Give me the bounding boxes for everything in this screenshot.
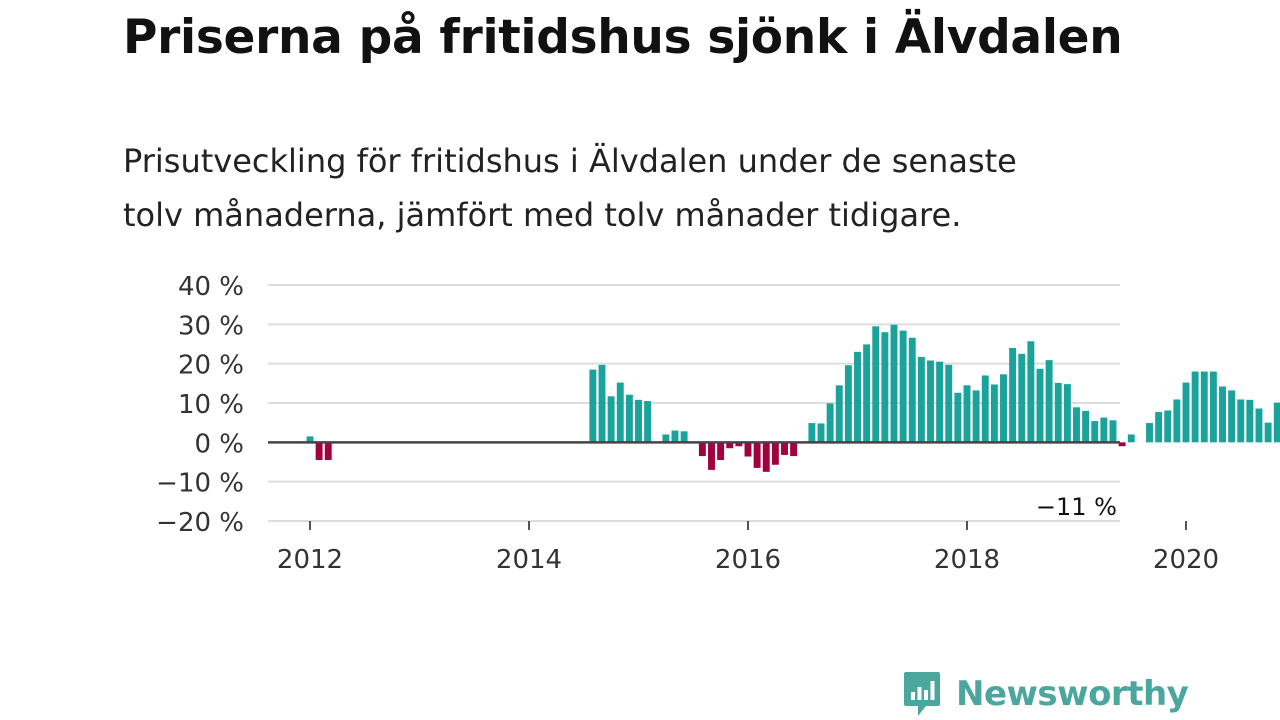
y-tick-label: −20 %: [156, 508, 244, 538]
bar: [306, 436, 314, 443]
bar: [808, 423, 816, 443]
x-tick-label: 2012: [277, 545, 343, 575]
bar: [1063, 384, 1071, 443]
bar: [1100, 417, 1108, 443]
y-tick-label: 40 %: [178, 272, 244, 302]
bar: [589, 369, 597, 443]
bar: [1164, 410, 1172, 443]
newsworthy-logo-icon: [904, 672, 940, 716]
bar: [1091, 421, 1099, 443]
bar: [1273, 402, 1280, 443]
bar: [1182, 382, 1190, 443]
grid-layer: [268, 284, 1120, 522]
bar: [908, 337, 916, 443]
y-tick-label: 30 %: [178, 311, 244, 341]
brand-logo: Newsworthy: [902, 670, 1189, 718]
bar: [835, 385, 843, 443]
bar: [744, 442, 752, 457]
bar: [771, 442, 779, 465]
bar: [781, 442, 788, 455]
bar: [954, 392, 962, 443]
y-tick-label: 20 %: [178, 351, 244, 381]
bar: [963, 385, 971, 443]
bar: [708, 442, 715, 470]
bar: [1173, 399, 1181, 443]
bar: [854, 351, 861, 443]
chart-title: Priserna på fritidshus sjönk i Älvdalen: [123, 10, 1123, 65]
bar: [945, 364, 953, 443]
bar: [1200, 371, 1208, 443]
chart-subtitle: Prisutveckling för fritidshus i Älvdalen…: [123, 134, 1163, 242]
bar: [817, 423, 825, 443]
bar: [1054, 382, 1062, 443]
bar: [680, 431, 688, 443]
bar: [1228, 390, 1236, 443]
bar: [671, 430, 679, 443]
y-tick-label: −10 %: [156, 469, 244, 499]
x-tick-label: 2014: [496, 545, 562, 575]
bar: [735, 442, 743, 447]
bar: [1082, 410, 1090, 443]
bar: [899, 330, 907, 443]
bar: [1255, 408, 1263, 443]
bar: [1009, 347, 1017, 443]
bar: [1191, 371, 1199, 443]
bar: [1155, 412, 1163, 443]
bar: [1045, 360, 1053, 443]
bar: [607, 396, 615, 443]
bar: [1146, 423, 1153, 443]
bar: [1264, 422, 1272, 443]
bar: [826, 403, 834, 443]
bar: [1000, 374, 1007, 443]
axis-layer: −20 % −10 % 0 % 10 % 20 % 30 % 40 % 2012 2014 201…: [156, 272, 1219, 575]
bar: [324, 442, 332, 461]
bar: [616, 382, 624, 443]
x-tick-label: 2016: [715, 545, 781, 575]
bar: [981, 375, 989, 443]
bar: [1109, 420, 1117, 443]
bar: [1127, 434, 1135, 443]
bar: [1237, 399, 1245, 443]
bar: [698, 442, 706, 457]
bar: [644, 401, 652, 443]
last-value-annotation: −11 %: [1036, 493, 1117, 521]
x-tick-label: 2018: [934, 545, 1000, 575]
bar: [1027, 341, 1035, 443]
bar: [863, 344, 871, 443]
subtitle-line-2: tolv månaderna, jämfört med tolv månader…: [123, 196, 962, 234]
bar: [790, 442, 798, 457]
bar: [1018, 353, 1026, 443]
y-tick-label: 0 %: [194, 429, 244, 459]
bar: [872, 326, 880, 443]
bar-layer: [306, 324, 1280, 472]
bar: [881, 332, 889, 443]
bar: [717, 442, 725, 461]
bar: [662, 434, 670, 443]
bar: [936, 361, 944, 443]
bar: [1036, 368, 1044, 443]
bar: [927, 360, 934, 443]
bar: [753, 442, 761, 468]
bar: [635, 399, 642, 443]
bar: [1073, 407, 1080, 443]
bar: [625, 394, 633, 443]
subtitle-line-1: Prisutveckling för fritidshus i Älvdalen…: [123, 142, 1017, 180]
bar: [1118, 442, 1126, 447]
bar: [844, 365, 852, 443]
bar: [315, 442, 323, 461]
y-tick-label: 10 %: [178, 390, 244, 420]
bar: [990, 384, 998, 443]
x-tick-label: 2020: [1153, 545, 1219, 575]
bar: [726, 442, 734, 449]
bar: [762, 442, 770, 472]
brand-name: Newsworthy: [956, 674, 1189, 714]
bar: [1246, 399, 1254, 443]
bar: [890, 324, 898, 443]
bar: [917, 356, 925, 443]
bar: [1219, 386, 1226, 443]
bar: [972, 390, 980, 443]
bar: [1209, 371, 1217, 443]
bar: [598, 364, 606, 443]
